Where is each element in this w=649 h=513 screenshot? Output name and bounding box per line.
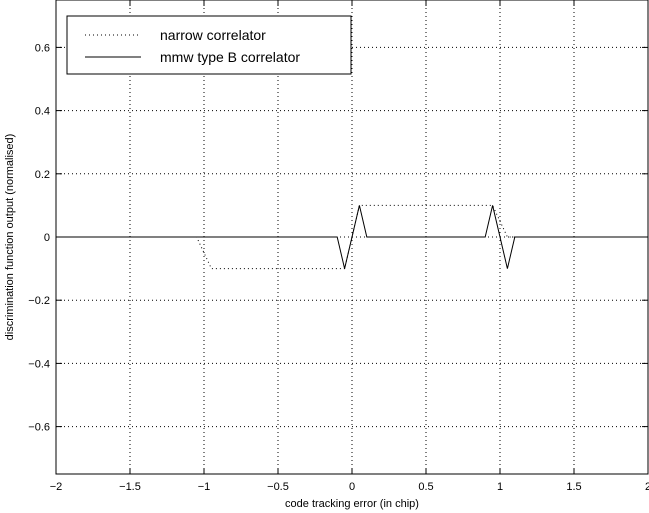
y-axis-label: discrimination function output (normalis… [4, 134, 16, 341]
x-tick-label: −1.5 [119, 481, 141, 493]
x-tick-labels: −2 −1.5 −1 −0.5 0 0.5 1 1.5 2 [50, 481, 649, 493]
x-tick-label: 2 [645, 481, 649, 493]
x-tick-label: 1 [497, 481, 503, 493]
y-tick-label: 0 [44, 232, 50, 244]
series-lines [56, 204, 648, 270]
y-tick-label: 0.4 [35, 106, 50, 118]
axis-ticks [55, 0, 649, 474]
x-tick-label: 0.5 [418, 481, 433, 493]
y-tick-label: 0.2 [35, 169, 50, 181]
y-tick-label: −0.6 [28, 422, 50, 434]
x-axis-label: code tracking error (in chip) [285, 498, 419, 510]
y-tick-label: 0.6 [35, 42, 50, 54]
legend: narrow correlator mmw type B correlator [66, 15, 352, 75]
x-tick-label: −0.5 [267, 481, 289, 493]
x-tick-label: −1 [198, 481, 211, 493]
x-tick-label: 1.5 [566, 481, 581, 493]
x-tick-label: 0 [349, 481, 355, 493]
x-tick-label: −2 [50, 481, 63, 493]
y-tick-label: −0.2 [28, 295, 50, 307]
legend-label-narrow-correlator: narrow correlator [160, 27, 266, 43]
legend-box [66, 15, 352, 75]
y-tick-labels: 0.6 0.4 0.2 0 −0.2 −0.4 −0.6 [28, 42, 50, 433]
y-tick-label: −0.4 [28, 358, 50, 370]
series-line-mmw-type-b-correlator [56, 205, 648, 269]
legend-label-mmw-type-b-correlator: mmw type B correlator [160, 49, 300, 65]
